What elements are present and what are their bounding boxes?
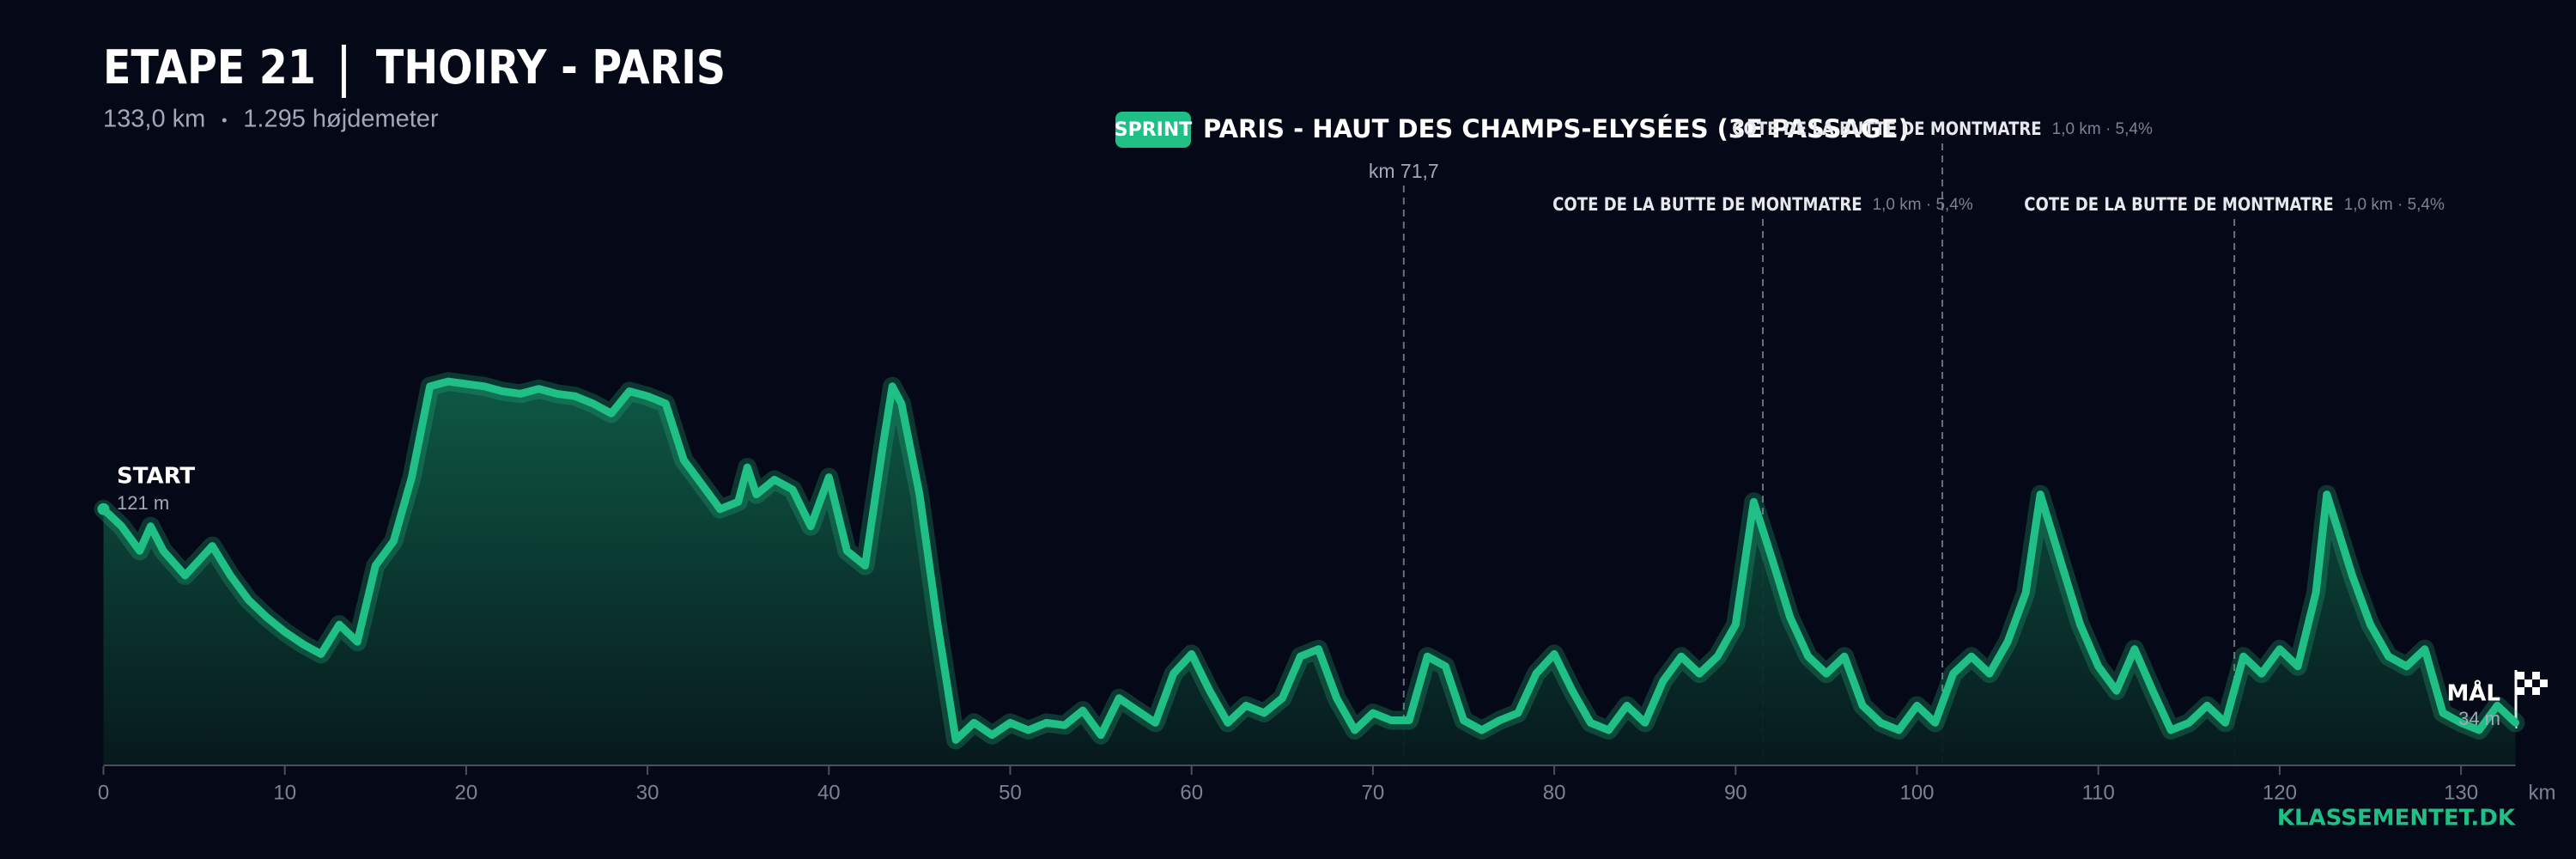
sprint-badge-label: SPRINT <box>1115 119 1193 141</box>
start-elevation: 121 m <box>117 492 169 514</box>
x-tick-label: 0 <box>98 781 109 804</box>
sprint-badge <box>1115 112 1191 148</box>
stage-title: ETAPE 21 <box>103 40 316 94</box>
climb-detail: 1,0 km · 5,4% <box>2052 120 2153 138</box>
elevation-line <box>100 377 2519 744</box>
annotation-lines <box>1402 143 2236 765</box>
climb-detail: 1,0 km · 5,4% <box>1873 196 1973 214</box>
x-tick-label: 10 <box>273 781 296 804</box>
x-tick-label: 50 <box>999 781 1022 804</box>
finish-label: MÅL <box>2446 679 2500 707</box>
finish-elevation: 34 m <box>2458 708 2500 729</box>
x-tick-label: 110 <box>2082 781 2115 804</box>
start-label: START <box>117 464 195 490</box>
x-tick-label: 130 <box>2444 781 2478 804</box>
climb-detail: 1,0 km · 5,4% <box>2344 196 2445 214</box>
distance: 133,0 km <box>103 106 205 133</box>
climbing: 1.295 højdemeter <box>243 106 439 133</box>
x-tick-label: 70 <box>1362 781 1385 804</box>
x-tick-label: 80 <box>1543 781 1566 804</box>
sprint-km: km 71,7 <box>1369 160 1439 182</box>
stage-route: THOIRY - PARIS <box>376 40 726 94</box>
climb-name: COTE DE LA BUTTE DE MONTMATRE <box>1732 119 2041 140</box>
title-separator <box>341 45 346 98</box>
climb-name: COTE DE LA BUTTE DE MONTMATRE <box>1552 194 1862 216</box>
sprint-name: PARIS - HAUT DES CHAMPS-ELYSÉES (3E PASS… <box>1203 114 1910 143</box>
x-unit: km <box>2528 781 2555 804</box>
brand: KLASSEMENTET.DK <box>2277 806 2516 832</box>
x-tick-label: 40 <box>817 781 841 804</box>
separator-dot <box>222 118 227 123</box>
start-point <box>97 503 110 515</box>
x-tick-label: 20 <box>455 781 478 804</box>
x-tick-label: 100 <box>1899 781 1934 804</box>
x-tick-label: 30 <box>636 781 659 804</box>
elevation-area <box>103 381 2516 765</box>
climb-name: COTE DE LA BUTTE DE MONTMATRE <box>2024 194 2333 216</box>
x-tick-label: 120 <box>2263 781 2297 804</box>
x-tick-label: 60 <box>1180 781 1203 804</box>
x-tick-label: 90 <box>1724 781 1747 804</box>
